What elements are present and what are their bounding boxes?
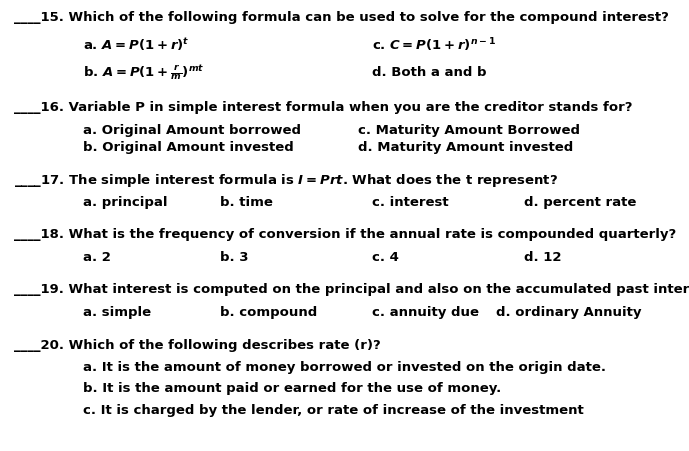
Text: b. compound: b. compound <box>220 306 318 318</box>
Text: a. simple: a. simple <box>83 306 151 318</box>
Text: b. Original Amount invested: b. Original Amount invested <box>83 142 294 154</box>
Text: a. 2: a. 2 <box>83 251 110 263</box>
Text: c. It is charged by the lender, or rate of increase of the investment: c. It is charged by the lender, or rate … <box>83 404 584 417</box>
Text: d. 12: d. 12 <box>524 251 561 263</box>
Text: d. percent rate: d. percent rate <box>524 197 636 209</box>
Text: ____20. Which of the following describes rate (r)?: ____20. Which of the following describes… <box>14 339 380 351</box>
Text: d. Both a and b: d. Both a and b <box>372 66 486 78</box>
Text: ____18. What is the frequency of conversion if the annual rate is compounded qua: ____18. What is the frequency of convers… <box>14 228 676 241</box>
Text: d. Maturity Amount invested: d. Maturity Amount invested <box>358 142 573 154</box>
Text: ____17. The simple interest formula is $I=Prt$. What does the t represent?: ____17. The simple interest formula is $… <box>14 172 558 189</box>
Text: a. It is the amount of money borrowed or invested on the origin date.: a. It is the amount of money borrowed or… <box>83 361 606 374</box>
Text: b. $A=P(1+\frac{r}{m})^{mt}$: b. $A=P(1+\frac{r}{m})^{mt}$ <box>83 63 204 82</box>
Text: b. 3: b. 3 <box>220 251 249 263</box>
Text: ____19. What interest is computed on the principal and also on the accumulated p: ____19. What interest is computed on the… <box>14 283 689 296</box>
Text: ____15. Which of the following formula can be used to solve for the compound int: ____15. Which of the following formula c… <box>14 11 668 23</box>
Text: c. Maturity Amount Borrowed: c. Maturity Amount Borrowed <box>358 124 580 137</box>
Text: c. interest: c. interest <box>372 197 449 209</box>
Text: c. annuity due: c. annuity due <box>372 306 479 318</box>
Text: ____16. Variable P in simple interest formula when you are the creditor stands f: ____16. Variable P in simple interest fo… <box>14 101 633 114</box>
Text: b. time: b. time <box>220 197 274 209</box>
Text: a. principal: a. principal <box>83 197 167 209</box>
Text: d. ordinary Annuity: d. ordinary Annuity <box>496 306 641 318</box>
Text: b. It is the amount paid or earned for the use of money.: b. It is the amount paid or earned for t… <box>83 382 501 395</box>
Text: a. Original Amount borrowed: a. Original Amount borrowed <box>83 124 300 137</box>
Text: a. $A=P(1+r)^{t}$: a. $A=P(1+r)^{t}$ <box>83 37 189 53</box>
Text: c. 4: c. 4 <box>372 251 399 263</box>
Text: c. $C=P(1+r)^{n-1}$: c. $C=P(1+r)^{n-1}$ <box>372 36 496 54</box>
